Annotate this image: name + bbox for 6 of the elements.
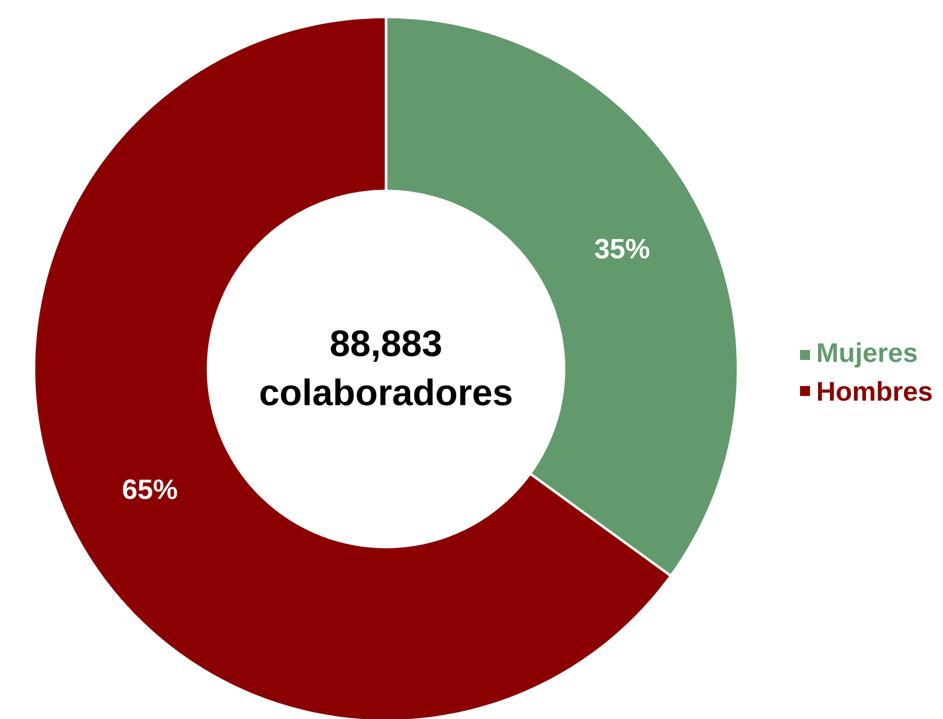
data-label: 35% — [594, 238, 650, 259]
text: colaboradores — [260, 378, 512, 406]
legend-label: Hombres — [818, 381, 932, 401]
text: 88,883 — [330, 330, 442, 362]
data-label: 65% — [122, 479, 178, 500]
legend-label: Mujeres — [818, 342, 917, 368]
